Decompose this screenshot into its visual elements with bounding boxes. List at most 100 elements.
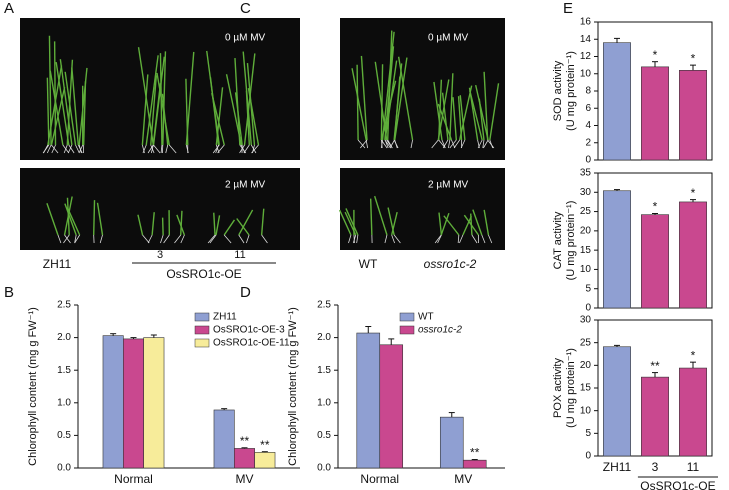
root (64, 234, 71, 244)
root (150, 144, 154, 154)
plant (161, 217, 164, 236)
panel-label: A (4, 0, 14, 17)
bar (379, 344, 404, 469)
root (381, 139, 383, 149)
root (147, 234, 153, 244)
bar (439, 416, 464, 469)
condition-label: 2 µM MV (225, 180, 266, 191)
plant (180, 210, 183, 236)
plant (443, 215, 460, 236)
root (160, 234, 164, 244)
root (482, 139, 485, 149)
plant (53, 41, 57, 146)
root (212, 144, 220, 154)
root (74, 234, 77, 244)
plant (369, 198, 373, 236)
plant (59, 59, 73, 146)
y-tick-label: 20 (580, 225, 592, 236)
significance-label: * (653, 200, 658, 214)
panel-label: C (240, 0, 251, 17)
plant (206, 50, 220, 146)
condition-label: 0 µM MV (428, 33, 469, 44)
root (489, 139, 494, 149)
plant (360, 55, 368, 141)
plant (384, 60, 398, 141)
plant (245, 90, 251, 146)
root (57, 234, 62, 244)
plant (141, 74, 149, 146)
plant (49, 70, 64, 146)
root (141, 144, 145, 154)
plant (137, 214, 144, 236)
bar (462, 459, 487, 469)
plant (213, 212, 216, 236)
root (389, 139, 395, 149)
plant (441, 92, 449, 141)
y-tick-label: 1.5 (317, 365, 331, 376)
root (481, 234, 486, 244)
plant (351, 68, 367, 141)
y-axis-label: Chlorophyll content (mg g FW⁻¹) (287, 307, 299, 466)
legend-swatch (194, 312, 210, 322)
root (431, 139, 439, 149)
bar (213, 409, 235, 469)
y-tick-label: 4 (585, 120, 591, 131)
y-axis-label: (U mg protein⁻¹) (565, 51, 577, 131)
root (471, 234, 478, 244)
plant (391, 211, 398, 236)
legend-label: ZH11 (213, 312, 237, 323)
bar (234, 448, 255, 469)
root (261, 234, 268, 244)
root (207, 234, 216, 244)
plant (469, 90, 483, 141)
legend-swatch (399, 312, 415, 322)
plant (459, 95, 466, 141)
root (387, 139, 393, 149)
y-tick-label: 6 (585, 103, 591, 114)
root (352, 234, 357, 244)
y-tick-label: 2.5 (57, 300, 71, 311)
y-tick-label: 15 (580, 245, 592, 256)
root (487, 139, 495, 149)
legend-swatch (399, 325, 415, 335)
bar (143, 337, 165, 469)
plant (66, 197, 70, 236)
root (453, 139, 460, 149)
root (441, 139, 446, 149)
plant (48, 35, 52, 146)
plant (474, 84, 489, 141)
y-tick-label: 30 (580, 187, 592, 198)
bar (603, 346, 631, 457)
root (477, 139, 483, 149)
bar (679, 201, 707, 309)
y-axis-label: CAT activity (552, 211, 564, 269)
y-axis-label: Chlorophyll content (mg g FW⁻¹) (27, 307, 39, 466)
root (252, 144, 255, 154)
root (142, 234, 150, 244)
root (483, 139, 489, 149)
root (365, 139, 368, 149)
root (460, 139, 466, 149)
bar (603, 190, 631, 309)
plant (64, 203, 77, 236)
bar (641, 214, 669, 309)
line-label: ZH11 (43, 257, 72, 271)
root (185, 144, 189, 154)
plant (458, 85, 473, 141)
root (75, 144, 80, 154)
line-label: 11 (234, 249, 245, 261)
root (99, 234, 103, 244)
y-tick-label: 2.0 (317, 332, 331, 343)
y-tick-label: 20 (580, 360, 592, 371)
significance-label: * (691, 51, 696, 65)
plant (238, 209, 254, 236)
root (357, 139, 366, 149)
plant (380, 64, 384, 141)
y-tick-label: 0.0 (317, 463, 331, 474)
root (165, 144, 169, 154)
y-tick-label: 0 (585, 303, 591, 314)
plant (152, 56, 165, 146)
legend-label: WT (418, 312, 434, 323)
y-axis-label: (U mg protein⁻¹) (565, 348, 577, 428)
plant (162, 51, 167, 146)
